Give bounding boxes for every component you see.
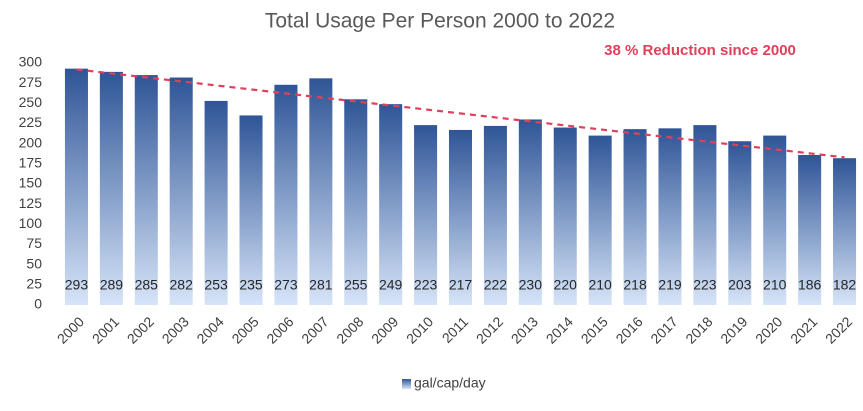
- trend-line: [76, 68, 845, 159]
- x-tick-label: 2012: [473, 313, 506, 346]
- y-tick-label: 150: [19, 175, 43, 191]
- bar: [518, 119, 542, 305]
- bar: [693, 125, 717, 305]
- bar: [553, 127, 577, 306]
- x-tick-label: 2005: [228, 313, 261, 346]
- data-label: 249: [379, 277, 403, 293]
- annotation: 38 % Reduction since 2000: [604, 42, 796, 59]
- x-tick-label: 2001: [89, 313, 122, 346]
- data-label: 255: [344, 277, 368, 293]
- x-tick-label: 2015: [578, 313, 611, 346]
- x-tick-label: 2022: [822, 313, 855, 346]
- bar: [798, 154, 822, 305]
- legend-label: gal/cap/day: [414, 375, 486, 391]
- y-tick-label: 125: [19, 195, 43, 211]
- y-tick-label: 200: [19, 134, 43, 150]
- data-label: 182: [833, 277, 857, 293]
- legend-swatch: [402, 379, 411, 389]
- bar: [483, 125, 507, 305]
- y-tick-label: 0: [34, 296, 42, 312]
- x-tick-label: 2008: [333, 313, 366, 346]
- data-label: 210: [763, 277, 787, 293]
- data-label: 220: [554, 277, 578, 293]
- data-label: 235: [239, 277, 263, 293]
- x-tick-label: 2004: [194, 313, 227, 346]
- bar: [204, 100, 228, 305]
- data-label: 219: [658, 277, 682, 293]
- bar: [448, 129, 473, 305]
- x-tick-label: 2013: [508, 313, 541, 346]
- y-tick-label: 100: [19, 215, 43, 231]
- data-label: 223: [693, 277, 717, 293]
- y-tick-label: 300: [19, 54, 43, 70]
- data-label: 218: [623, 277, 647, 293]
- data-label: 253: [204, 277, 228, 293]
- bar: [169, 77, 193, 306]
- x-tick-label: 2011: [439, 313, 472, 346]
- y-tick-label: 175: [19, 155, 43, 171]
- data-label: 222: [484, 277, 508, 293]
- chart-title: Total Usage Per Person 2000 to 2022: [265, 10, 615, 33]
- y-tick-label: 225: [19, 114, 43, 130]
- x-tick-label: 2010: [403, 313, 436, 346]
- x-tick-label: 2019: [717, 313, 750, 346]
- bar: [833, 158, 857, 305]
- bar: [763, 135, 787, 305]
- y-tick-label: 25: [26, 276, 42, 292]
- data-label: 282: [170, 277, 194, 293]
- data-label: 293: [65, 277, 89, 293]
- bar: [134, 75, 158, 305]
- y-tick-label: 275: [19, 74, 43, 90]
- x-tick-label: 2007: [298, 313, 331, 346]
- bar: [309, 78, 333, 306]
- data-label: 210: [588, 277, 612, 293]
- x-tick-label: 2016: [612, 313, 645, 346]
- x-tick-label: 2002: [124, 313, 157, 346]
- bar: [623, 129, 647, 305]
- data-label: 186: [798, 277, 822, 293]
- bar: [64, 68, 88, 305]
- data-label: 203: [728, 277, 752, 293]
- bar: [658, 128, 682, 305]
- x-tick-label: 2006: [263, 313, 296, 346]
- y-tick-label: 250: [19, 94, 43, 110]
- x-tick-label: 2003: [159, 313, 192, 346]
- data-label: 273: [274, 277, 298, 293]
- y-tick-label: 50: [26, 255, 42, 271]
- data-label: 285: [135, 277, 159, 293]
- y-tick-label: 75: [26, 235, 42, 251]
- bar: [274, 84, 298, 305]
- x-tick-label: 2020: [752, 313, 785, 346]
- data-label: 223: [414, 277, 438, 293]
- x-tick-label: 2000: [54, 313, 87, 346]
- x-tick-label: 2021: [787, 313, 820, 346]
- data-label: 230: [519, 277, 543, 293]
- data-label: 217: [449, 277, 473, 293]
- x-tick-label: 2014: [543, 313, 576, 346]
- x-tick-label: 2018: [682, 313, 715, 346]
- data-label: 289: [100, 277, 124, 293]
- x-tick-label: 2017: [647, 313, 680, 346]
- bar: [379, 104, 403, 305]
- bar: [588, 135, 612, 305]
- bar: [728, 141, 752, 305]
- bar: [414, 125, 438, 305]
- bar: [344, 99, 368, 305]
- data-label: 281: [309, 277, 333, 293]
- x-tick-label: 2009: [368, 313, 401, 346]
- bar: [239, 115, 263, 305]
- bar: [99, 71, 123, 305]
